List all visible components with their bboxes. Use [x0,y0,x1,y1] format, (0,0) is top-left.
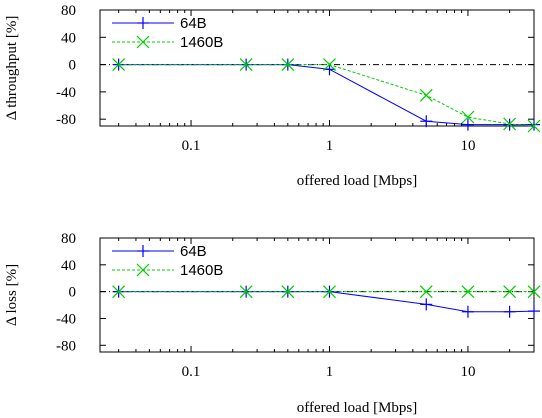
loss-y-tick-label: 0 [69,285,77,301]
loss-y-tick-label: -80 [56,338,76,354]
loss-x-axis-label: offered load [Mbps] [297,400,418,416]
throughput-y-tick-label: 0 [69,58,77,74]
loss-legend: 64B 1460B [112,243,223,279]
loss-data-point-1460B [503,285,517,299]
throughput-y-tick-label: 40 [61,30,76,46]
throughput-data-point-1460B [112,58,126,72]
loss-y-ticks: 80 40 0 -40 -80 [56,231,534,354]
loss-y-tick-label: -40 [56,311,76,327]
loss-legend-label-64B: 64B [180,243,207,260]
throughput-data-point-1460B [281,58,295,72]
throughput-legend: 64B 1460B [112,15,223,51]
throughput-legend-marker-64B [137,17,149,29]
throughput-y-ticks: 80 40 0 -40 -80 [56,3,534,128]
throughput-plot-frame [99,9,535,127]
loss-y-tick-label: 40 [61,258,76,274]
throughput-x-axis-label: offered load [Mbps] [297,173,418,189]
loss-data-point-64B [503,305,516,318]
loss-data-point-1460B [239,285,253,299]
throughput-y-axis-label: Δ throughput [%] [4,16,20,121]
throughput-legend-marker-1460B [136,35,150,49]
throughput-series-line-64B [118,64,534,126]
throughput-data-point-1460B [239,58,253,72]
throughput-data-point-1460B [323,58,336,72]
loss-data-point-1460B [419,285,433,299]
loss-y-axis-label: Δ loss [%] [4,264,20,326]
loss-y-tick-label: 80 [61,231,76,247]
loss-series-layer [112,285,541,318]
loss-x-ticks: 0.1 1 10 [118,238,535,380]
loss-data-point-1460B [527,285,541,299]
loss-data-point-1460B [112,285,126,299]
throughput-data-point-64B [420,115,433,128]
loss-data-point-1460B [281,285,295,299]
throughput-data-point-1460B [419,88,433,102]
loss-chart-panel: 80 40 0 -40 -80 0.1 1 10 64B 1460B offered load… [4,231,541,416]
throughput-data-point-64B [461,118,474,131]
throughput-x-tick-label: 1 [326,138,334,154]
loss-data-point-64B [461,305,474,318]
loss-data-point-1460B [461,285,475,299]
loss-legend-marker-64B [137,245,149,257]
throughput-y-tick-label: -40 [56,85,76,101]
loss-x-tick-label: 0.1 [182,364,201,380]
throughput-y-tick-label: 80 [61,3,76,19]
throughput-legend-label-64B: 64B [180,15,207,32]
loss-data-point-1460B [323,285,336,299]
throughput-series-layer [112,58,541,133]
loss-series-line-64B [118,291,535,313]
throughput-data-point-1460B [503,117,517,131]
loss-plot-frame [99,237,535,353]
throughput-x-tick-label: 0.1 [182,138,201,154]
throughput-data-point-64B [528,118,540,131]
throughput-series-line-1460B [118,64,535,127]
throughput-data-point-1460B [461,110,475,124]
throughput-chart-panel: 80 40 0 -40 -80 0.1 1 10 64B 1460B offered load… [4,3,541,189]
loss-x-tick-label: 10 [460,364,475,380]
throughput-legend-label-1460B: 1460B [180,34,223,51]
throughput-y-tick-label: -80 [56,112,76,128]
loss-legend-marker-1460B [136,263,150,277]
throughput-x-ticks: 0.1 1 10 [118,10,535,154]
loss-x-tick-label: 1 [326,364,334,380]
throughput-x-tick-label: 10 [460,138,475,154]
loss-legend-label-1460B: 1460B [180,262,223,279]
loss-data-point-64B [420,298,433,311]
throughput-data-point-1460B [527,119,541,133]
loss-data-point-64B [528,305,540,318]
